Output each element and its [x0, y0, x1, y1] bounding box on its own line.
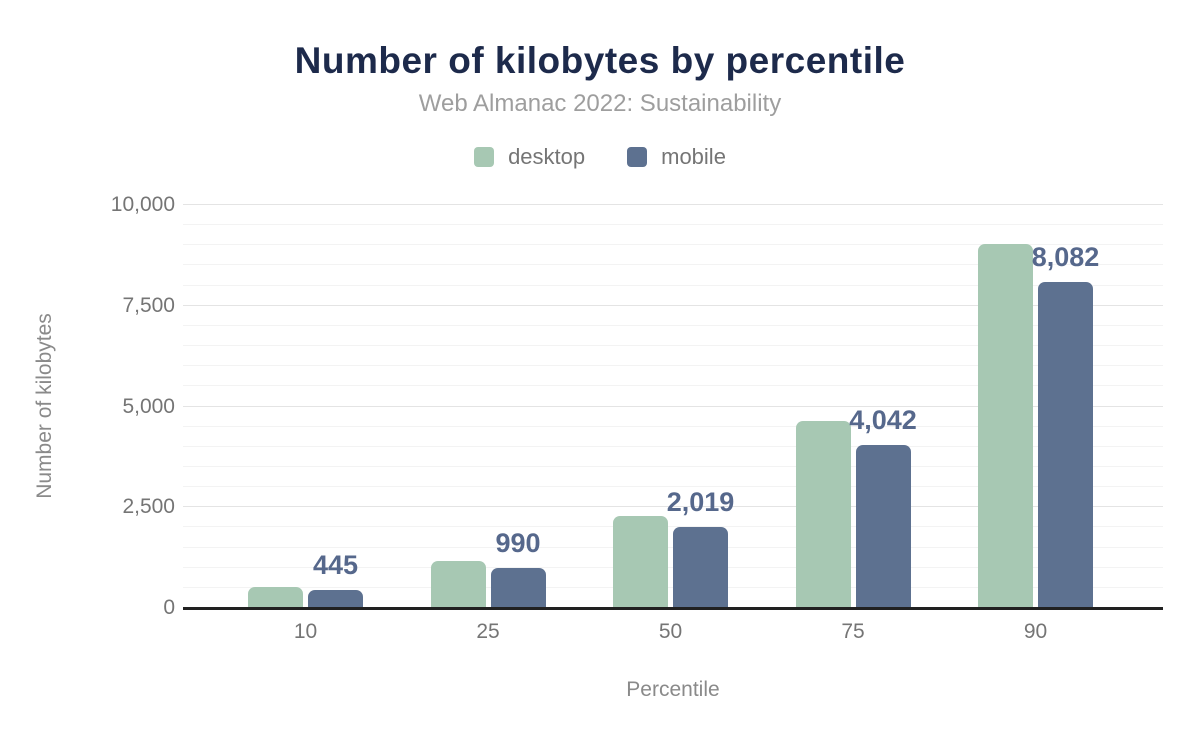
x-axis-line [183, 607, 1163, 610]
minor-gridline [183, 526, 1163, 528]
major-gridline [183, 506, 1163, 508]
minor-gridline [183, 425, 1163, 427]
minor-gridline [183, 264, 1163, 266]
data-label-p50: 2,019 [666, 486, 735, 517]
x-tick-label-25: 25 [476, 620, 500, 643]
minor-gridline [183, 224, 1163, 226]
desktop-swatch-icon [474, 147, 495, 167]
legend-label-desktop: desktop [508, 144, 586, 169]
minor-gridline [183, 365, 1163, 367]
data-label-p90: 8,082 [1031, 242, 1100, 273]
chart-title: Number of kilobytes by percentile [294, 40, 906, 81]
plot-area: 445 990 2,019 4,042 8,082 [183, 204, 1163, 610]
data-label-p10: 445 [312, 550, 359, 581]
y-tick-label: 2,500 [122, 495, 175, 519]
minor-gridline [183, 486, 1163, 488]
minor-gridline [183, 284, 1163, 286]
x-tick-label-75: 75 [841, 620, 865, 643]
y-tick-label: 5,000 [122, 394, 175, 418]
bar-mobile-p10 [308, 590, 363, 608]
legend-item-desktop: desktop [474, 144, 585, 170]
mobile-swatch-icon [627, 147, 648, 167]
major-gridline [183, 204, 1163, 205]
bar-desktop-p90 [978, 244, 1033, 608]
bar-desktop-p10 [248, 586, 303, 608]
x-axis-title: Percentile [626, 678, 720, 701]
bar-desktop-p75 [795, 421, 851, 608]
data-label-p75: 4,042 [849, 405, 917, 436]
y-tick-label: 0 [163, 596, 175, 619]
legend-item-mobile: mobile [627, 144, 726, 170]
minor-gridline [183, 345, 1163, 347]
bar-desktop-p50 [613, 515, 668, 608]
y-tick-label: 10,000 [110, 193, 175, 216]
y-axis-title: Number of kilobytes [33, 313, 56, 499]
y-tick-label: 7,500 [122, 293, 175, 317]
legend-label-mobile: mobile [661, 144, 726, 169]
bar-mobile-p25 [490, 568, 546, 608]
minor-gridline [183, 385, 1163, 387]
x-tick-label-90: 90 [1023, 620, 1048, 643]
x-tick-label-50: 50 [658, 620, 683, 643]
bar-mobile-p50 [673, 526, 728, 608]
major-gridline [183, 304, 1163, 306]
minor-gridline [183, 445, 1163, 447]
chart-subtitle: Web Almanac 2022: Sustainability [418, 90, 782, 117]
legend: desktop mobile [0, 144, 1200, 170]
bar-mobile-p75 [855, 445, 911, 608]
minor-gridline [183, 244, 1163, 246]
data-label-p25: 990 [495, 528, 541, 559]
bar-desktop-p25 [430, 561, 486, 608]
minor-gridline [183, 465, 1163, 467]
minor-gridline [183, 324, 1163, 326]
bar-mobile-p90 [1038, 282, 1093, 608]
x-tick-label-10: 10 [293, 620, 318, 643]
major-gridline [183, 405, 1163, 407]
